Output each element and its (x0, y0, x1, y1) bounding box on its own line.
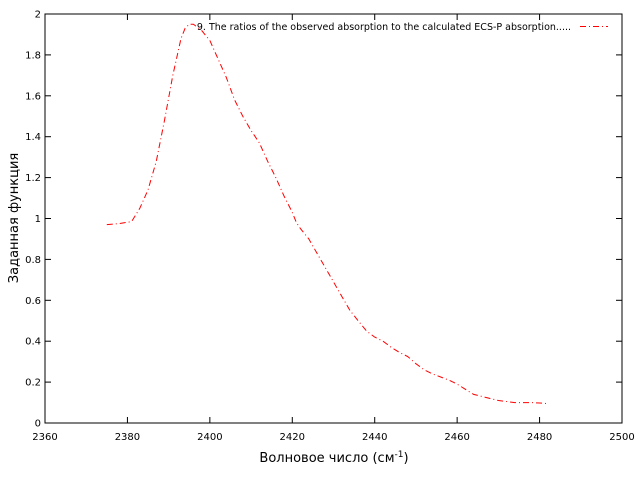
x-tick-label: 2480 (527, 432, 552, 443)
axes (44, 13, 623, 424)
y-tick-label: 1.2 (25, 173, 41, 184)
series-line-0 (106, 23, 548, 405)
y-tick-label: 1.4 (25, 132, 41, 143)
x-tick-label: 2460 (444, 432, 469, 443)
y-tick-label: 0.8 (25, 255, 41, 266)
y-tick-label: 0 (35, 419, 41, 430)
x-tick-label: 2380 (115, 432, 140, 443)
y-tick-label: 1.8 (25, 50, 41, 61)
legend-label: 9. The ratios of the observed absorption… (197, 22, 571, 33)
x-axis-label: Волновое число (см-1) (259, 450, 408, 466)
plot-frame (44, 13, 623, 424)
y-axis-label: Заданная функция (7, 153, 22, 283)
x-tick-label: 2420 (280, 432, 305, 443)
y-tick-label: 1.6 (25, 91, 41, 102)
x-tick-label: 2500 (609, 432, 634, 443)
y-tick-label: 0.4 (25, 337, 41, 348)
x-tick-label: 2360 (32, 432, 57, 443)
y-tick-label: 1 (35, 214, 41, 225)
series-layer (106, 23, 548, 405)
y-tick-label: 0.2 (25, 378, 41, 389)
y-tick-label: 0.6 (25, 296, 41, 307)
x-tick-label: 2400 (197, 432, 222, 443)
x-tick-label: 2440 (362, 432, 387, 443)
tick-marks: 2360 2380 2400 2420 2440 2460 2480 2500 0 0.2 0.4 0… (25, 10, 635, 444)
y-tick-label: 2 (35, 10, 41, 21)
legend: 9. The ratios of the observed absorption… (197, 22, 608, 33)
x-axis-label-superscript: -1 (395, 450, 404, 460)
